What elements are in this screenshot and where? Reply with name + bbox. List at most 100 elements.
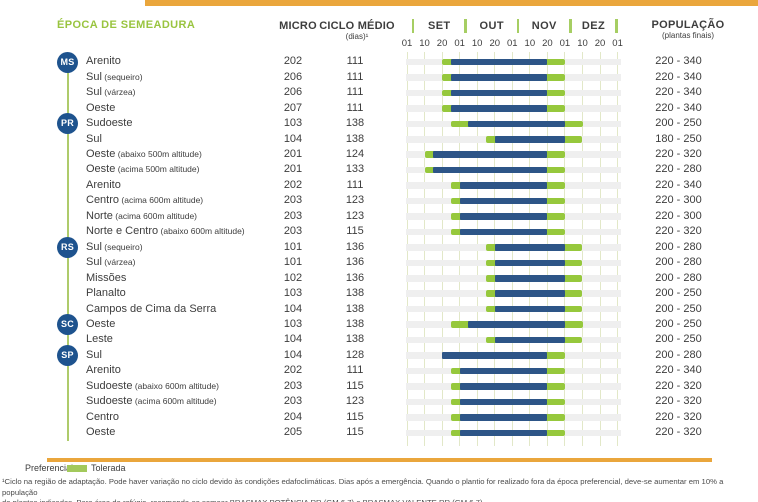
region-name: Sudoeste: [86, 117, 133, 130]
ciclo-value: 111: [346, 178, 364, 191]
month-label-out: OUT: [479, 20, 504, 32]
populacao-value: 200 - 280: [655, 256, 702, 269]
region-name: Sul: [86, 70, 102, 83]
ciclo-value: 138: [345, 287, 365, 300]
ciclo-value: 136: [345, 256, 365, 269]
region-row-label: Sul (sequeiro): [86, 240, 143, 255]
bar-preferencial: [450, 74, 548, 81]
bar-preferencial: [494, 259, 565, 267]
region-row-label: Sul (sequeiro): [86, 70, 143, 85]
ciclo-value: 123: [345, 194, 365, 207]
legend-tolerada-swatch: [67, 465, 87, 472]
tick-label: 01: [507, 38, 518, 49]
bar-preferencial: [450, 58, 548, 66]
micro-value: 202: [283, 364, 303, 377]
region-name: Norte: [86, 209, 113, 222]
region-name: Arenito: [86, 178, 121, 191]
region-name: Oeste: [86, 317, 116, 330]
region-name: Oeste: [86, 426, 116, 439]
month-label-nov: NOV: [531, 20, 557, 32]
tick-label: 20: [594, 38, 606, 49]
month-separator: [411, 19, 415, 33]
populacao-value: 200 - 250: [655, 287, 702, 300]
ciclo-value: 111: [346, 55, 364, 68]
micro-value: 104: [283, 132, 303, 145]
bar-preferencial: [494, 135, 565, 143]
populacao-value: 200 - 250: [655, 333, 702, 346]
month-separator: [516, 19, 520, 33]
ciclo-value: 111: [346, 364, 364, 377]
column-header-ciclo-unit: (dias)¹: [345, 32, 369, 41]
micro-value: 101: [283, 240, 303, 253]
region-note: (abaixo 600m altitude): [132, 380, 219, 391]
ciclo-value: 115: [346, 426, 364, 439]
tick-label: 01: [454, 38, 465, 49]
tick-label: 01: [612, 38, 623, 49]
bar-preferencial: [494, 336, 565, 344]
micro-value: 207: [283, 101, 303, 114]
micro-value: 205: [283, 426, 303, 439]
region-row-label: Sul: [86, 348, 102, 363]
micro-value: 201: [283, 148, 303, 160]
ciclo-value: 123: [345, 209, 365, 222]
tick-label: 10: [419, 38, 430, 49]
micro-value: 206: [283, 70, 303, 83]
micro-value: 203: [283, 395, 303, 408]
populacao-value: 220 - 340: [655, 101, 702, 114]
tick-label: 10: [577, 38, 588, 49]
bar-preferencial: [450, 105, 548, 112]
bar-preferencial: [459, 367, 548, 375]
populacao-value: 200 - 250: [655, 302, 702, 315]
region-name: Sul: [86, 132, 102, 145]
region-name: Centro: [86, 194, 120, 207]
region-row-label: Oeste: [86, 425, 115, 440]
ciclo-value: 133: [345, 163, 365, 176]
ciclo-value: 111: [346, 70, 364, 83]
region-name: Centro: [86, 410, 120, 423]
micro-value: 101: [283, 256, 303, 269]
bar-preferencial: [459, 213, 548, 220]
micro-value: 202: [283, 55, 303, 68]
region-row-label: Sudoeste: [86, 116, 132, 131]
region-row-label: Sul: [86, 132, 102, 147]
micro-value: 201: [283, 163, 303, 176]
region-row-label: Sul (várzea): [86, 85, 135, 100]
region-note: (acima 600m altitude): [112, 210, 197, 221]
populacao-value: 200 - 280: [655, 348, 702, 361]
state-badge-sc: SC: [57, 314, 78, 336]
ciclo-value: 138: [345, 302, 365, 315]
region-row-label: Missões: [86, 271, 126, 286]
region-note: (abaixo 600m altitude): [158, 226, 245, 237]
column-header-populacao-sub: (plantas finais): [661, 31, 715, 40]
region-note: (acima 600m altitude): [132, 396, 217, 407]
ciclo-value: 111: [346, 101, 364, 114]
populacao-value: 220 - 300: [655, 194, 702, 207]
region-note: (abaixo 500m altitude): [115, 149, 202, 159]
ciclo-value: 128: [345, 348, 365, 361]
tick-label: 10: [471, 38, 483, 49]
micro-value: 203: [283, 379, 303, 392]
region-row-label: Centro: [86, 410, 119, 425]
month-separator: [464, 19, 467, 33]
region-name: Sudoeste: [86, 379, 133, 392]
region-name: Oeste: [86, 163, 116, 176]
bar-preferencial: [494, 290, 565, 298]
bar-preferencial: [459, 414, 548, 421]
region-name: Sul: [86, 348, 102, 361]
ciclo-value: 115: [346, 410, 364, 423]
bar-preferencial: [433, 151, 548, 158]
micro-value: 203: [283, 209, 303, 222]
tick-label: 01: [559, 38, 571, 49]
micro-value: 206: [283, 86, 303, 99]
region-row-label: Norte (acima 600m altitude): [86, 209, 197, 224]
region-row-label: Arenito: [86, 363, 121, 378]
month-separator: [569, 19, 572, 33]
region-note: (acima 500m altitude): [115, 164, 200, 175]
populacao-value: 200 - 250: [655, 117, 702, 130]
populacao-value: 220 - 280: [655, 163, 702, 176]
ciclo-value: 115: [346, 225, 364, 238]
micro-value: 102: [283, 271, 303, 284]
micro-value: 104: [283, 302, 303, 315]
bar-preferencial: [494, 305, 565, 313]
